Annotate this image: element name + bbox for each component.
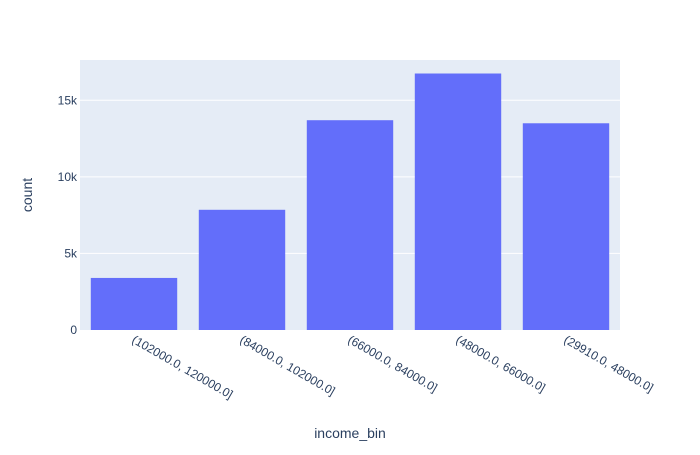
y-tick-labels: 0 5k 10k 15k (58, 93, 78, 337)
y-tick-label: 10k (58, 170, 78, 184)
y-tick-label: 5k (64, 246, 78, 260)
bar[interactable] (90, 277, 178, 330)
bar[interactable] (522, 123, 610, 330)
x-axis-title: income_bin (314, 425, 386, 441)
y-tick-label: 15k (58, 93, 78, 107)
x-tick-label: (29910.0, 48000.0] (562, 332, 656, 395)
x-tick-label: (48000.0, 66000.0] (454, 332, 548, 395)
x-tick-labels: (102000.0, 120000.0] (84000.0, 102000.0](… (130, 332, 656, 401)
x-tick-label: (84000.0, 102000.0] (238, 332, 338, 398)
y-axis-title: count (19, 178, 35, 212)
x-tick-label: (66000.0, 84000.0] (346, 332, 440, 395)
bar[interactable] (198, 209, 286, 330)
x-tick-label: (102000.0, 120000.0] (130, 332, 236, 401)
bars (90, 73, 610, 330)
bar[interactable] (306, 120, 394, 330)
y-tick-label: 0 (70, 323, 77, 337)
bar[interactable] (414, 73, 502, 330)
